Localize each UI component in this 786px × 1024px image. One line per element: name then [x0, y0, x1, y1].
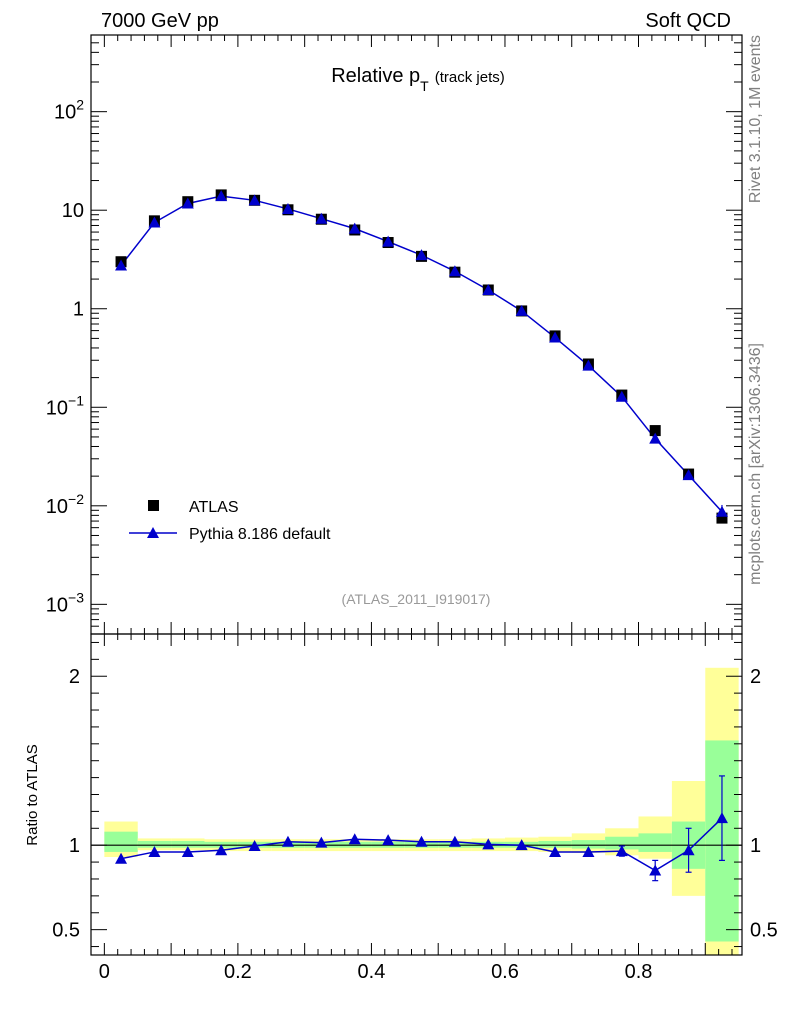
main-title-sub: T [420, 78, 429, 94]
ratio-y-tick-label: 1 [69, 835, 80, 857]
ratio-y-tick-label: 2 [69, 666, 80, 688]
pythia-line [120, 195, 723, 513]
ratio-plot: 0 0.2 0.4 0.6 0.8 0.5 0.5 1 1 2 2 [52, 633, 778, 983]
pythia-point [415, 249, 428, 261]
ratio-point [615, 845, 628, 857]
ratio-point [415, 835, 428, 847]
x-tick-label: 0.6 [491, 961, 519, 983]
x-tick-label: 0.2 [224, 961, 252, 983]
ratio-y-tick-label-right: 2 [750, 666, 761, 688]
y-tick-label: 102 [54, 97, 84, 124]
ratio-ylabel: Ratio to ATLAS [24, 744, 41, 845]
pythia-point [448, 265, 461, 277]
pythia-point [482, 283, 495, 295]
main-title: Relative pT (track jets) [331, 65, 505, 94]
ratio-point [448, 835, 461, 847]
pythia-point [382, 235, 395, 247]
main-title-suffix: (track jets) [435, 69, 505, 86]
pythia-point [615, 390, 628, 402]
pythia-point [181, 197, 194, 209]
ratio-point [248, 840, 261, 852]
pythia-point [515, 304, 528, 316]
main-plot: 10−3 10−2 10−1 1 10 102 [46, 34, 743, 646]
pythia-point [549, 331, 562, 343]
ratio-inner-band [638, 833, 672, 852]
legend-pythia-marker [147, 527, 159, 538]
x-tick-label: 0.8 [625, 961, 653, 983]
ratio-point [281, 835, 294, 847]
mcplots-label: mcplots.cern.ch [arXiv:1306.3436] [747, 343, 764, 585]
pythia-point [315, 212, 328, 224]
ratio-point [315, 836, 328, 848]
ratio-y-tick-label: 0.5 [52, 920, 80, 942]
atlas-point [649, 425, 661, 437]
legend-atlas-marker [148, 500, 159, 511]
y-tick-label: 1 [73, 299, 84, 321]
y-tick-label: 10−3 [46, 589, 84, 616]
pythia-point [115, 259, 128, 271]
pythia-point [281, 202, 294, 214]
ratio-point [181, 845, 194, 857]
pythia-point [582, 359, 595, 371]
ratio-point [549, 845, 562, 857]
ratio-point [715, 812, 728, 824]
ratio-point [649, 864, 662, 876]
y-tick-label: 10 [62, 200, 84, 222]
ratio-y-tick-label-right: 0.5 [750, 920, 778, 942]
legend: ATLAS Pythia 8.186 default [129, 499, 331, 543]
ratio-point [148, 845, 161, 857]
ratio-point [682, 844, 695, 856]
ratio-frame [90, 633, 743, 956]
main-title-text: Relative p [331, 65, 420, 87]
header-right: Soft QCD [645, 10, 731, 32]
ratio-point [215, 844, 228, 856]
ratio-inner-band [104, 831, 138, 852]
watermark: (ATLAS_2011_I919017) [342, 591, 491, 607]
ratio-point [348, 833, 361, 845]
legend-pythia-label: Pythia 8.186 default [189, 526, 331, 543]
main-frame [90, 34, 743, 635]
pythia-point [148, 216, 161, 228]
pythia-point [348, 222, 361, 234]
x-tick-label: 0 [99, 961, 110, 983]
pythia-point [715, 505, 728, 517]
ratio-point [482, 838, 495, 850]
x-tick-label: 0.4 [358, 961, 386, 983]
ratio-point [382, 834, 395, 846]
pythia-point [649, 432, 662, 444]
ratio-inner-band [605, 836, 639, 850]
y-tick-label: 10−2 [46, 491, 84, 518]
ratio-y-tick-label-right: 1 [750, 835, 761, 857]
ratio-inner-band [538, 840, 572, 848]
ratio-point [115, 852, 128, 864]
ratio-inner-band [137, 840, 172, 848]
pythia-point [248, 194, 261, 206]
y-tick-label: 10−1 [46, 392, 84, 419]
ratio-inner-band [171, 840, 205, 848]
ratio-inner-band [571, 840, 606, 849]
ratio-point [582, 845, 595, 857]
pythia-point [215, 190, 228, 202]
header-left: 7000 GeV pp [101, 10, 219, 32]
ratio-point [515, 839, 528, 851]
legend-atlas-label: ATLAS [189, 499, 239, 516]
pythia-point [682, 469, 695, 481]
atlas-point [716, 512, 728, 524]
rivet-label: Rivet 3.1.10, 1M events [747, 35, 764, 203]
